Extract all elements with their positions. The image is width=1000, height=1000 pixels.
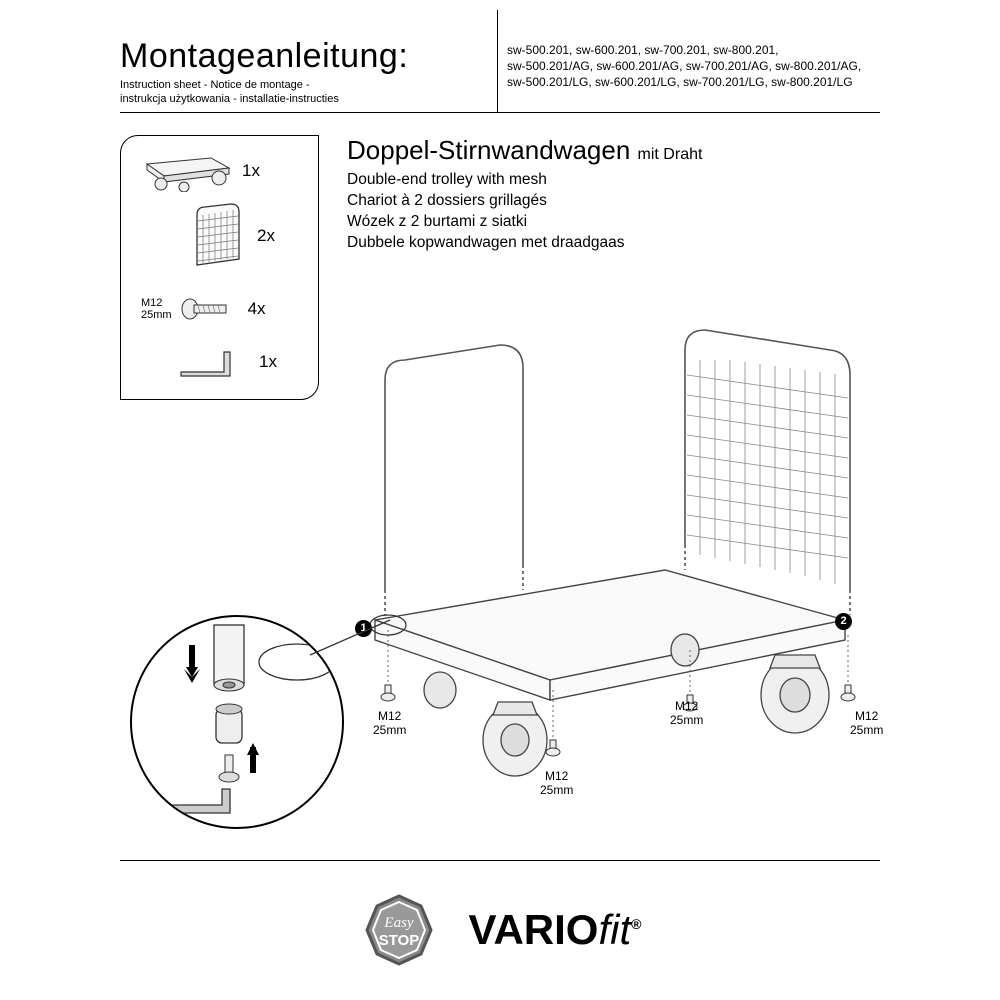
product-translations: Double-end trolley with mesh Chariot à 2… bbox=[347, 170, 702, 254]
platform-icon bbox=[139, 150, 234, 192]
rule-top bbox=[120, 112, 880, 113]
part-platform: 1x bbox=[139, 150, 260, 192]
mesh-qty: 2x bbox=[257, 226, 275, 246]
inset-leader bbox=[300, 605, 420, 665]
bolt-qty: 4x bbox=[248, 299, 266, 319]
footer: Easy STOP VARIOfit® bbox=[0, 890, 1000, 970]
wrench-icon bbox=[176, 346, 251, 378]
svg-text:Easy: Easy bbox=[383, 915, 414, 931]
part-mesh: 2x bbox=[191, 201, 275, 271]
mesh-icon bbox=[191, 201, 249, 271]
part-bolt: M12 25mm 4x bbox=[141, 296, 266, 322]
bolt-label-3: M1225mm bbox=[670, 700, 703, 728]
platform-qty: 1x bbox=[242, 161, 260, 181]
bolt-icon bbox=[180, 296, 240, 322]
product-title: Doppel-Stirnwandwagen mit Draht bbox=[347, 135, 702, 166]
wrench-qty: 1x bbox=[259, 352, 277, 372]
bolt-label-1: M1225mm bbox=[373, 710, 406, 738]
step-2-badge: 2 bbox=[835, 613, 852, 630]
part-wrench: 1x bbox=[176, 346, 277, 378]
bolt-spec: M12 25mm bbox=[141, 297, 172, 321]
bolt-label-4: M1225mm bbox=[850, 710, 883, 738]
bolt-label-2: M1225mm bbox=[540, 770, 573, 798]
rule-bottom bbox=[120, 860, 880, 861]
header-divider bbox=[497, 10, 498, 112]
svg-text:STOP: STOP bbox=[378, 932, 419, 949]
easystop-logo: Easy STOP bbox=[359, 890, 439, 970]
model-numbers: sw-500.201, sw-600.201, sw-700.201, sw-8… bbox=[507, 42, 861, 91]
brand-logo: VARIOfit® bbox=[469, 906, 642, 954]
product-title-block: Doppel-Stirnwandwagen mit Draht Double-e… bbox=[347, 135, 702, 254]
